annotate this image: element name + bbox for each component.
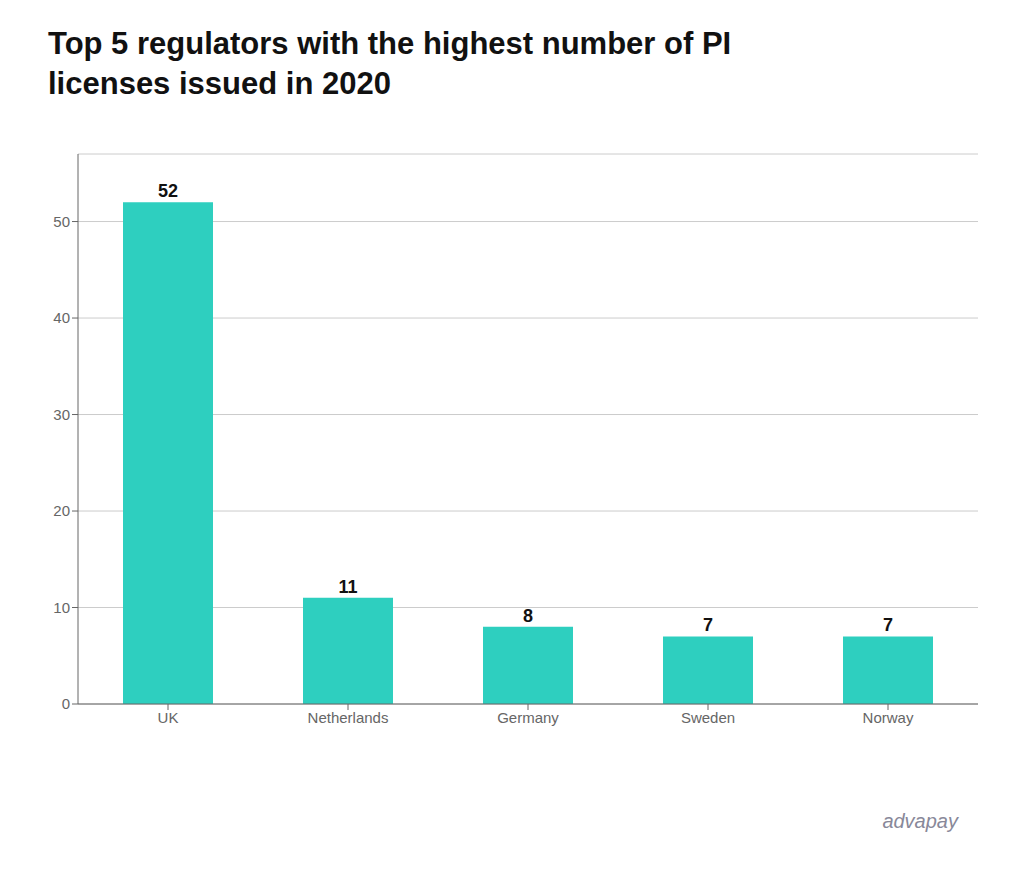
svg-text:20: 20 bbox=[53, 502, 70, 519]
svg-text:0: 0 bbox=[62, 695, 70, 712]
html-text:licenses issued in 2020: licenses issued in 2020 bbox=[48, 66, 391, 101]
svg-text:8: 8 bbox=[523, 606, 533, 626]
svg-text:11: 11 bbox=[338, 577, 357, 597]
svg-text:50: 50 bbox=[53, 213, 70, 230]
svg-text:7: 7 bbox=[703, 615, 713, 635]
svg-text:Netherlands: Netherlands bbox=[308, 709, 389, 726]
svg-text:Sweden: Sweden bbox=[681, 709, 735, 726]
html-text:advapay: advapay bbox=[882, 810, 958, 832]
svg-text:10: 10 bbox=[53, 599, 70, 616]
svg-text:40: 40 bbox=[53, 309, 70, 326]
svg-text:52: 52 bbox=[158, 181, 178, 201]
svg-text:UK: UK bbox=[158, 709, 179, 726]
html-text:Top 5 regulators with the high: Top 5 regulators with the highest number… bbox=[48, 26, 732, 61]
svg-text:7: 7 bbox=[883, 615, 893, 635]
svg-text:30: 30 bbox=[53, 406, 70, 423]
svg-text:Norway: Norway bbox=[863, 709, 914, 726]
svg-text:Germany: Germany bbox=[497, 709, 559, 726]
